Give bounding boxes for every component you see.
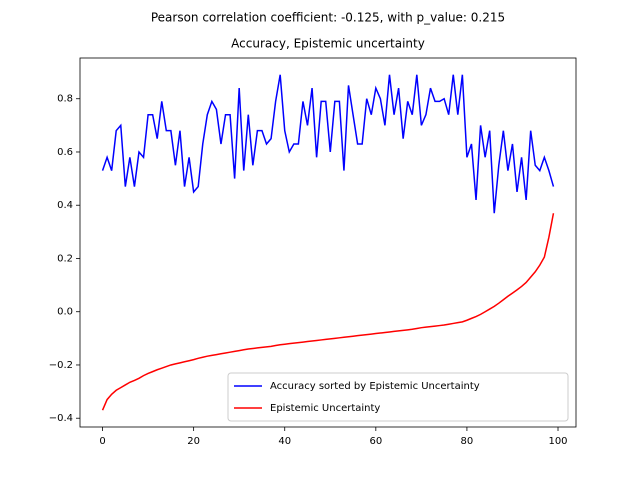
- x-tick-label: 100: [548, 436, 567, 447]
- x-tick-label: 80: [461, 436, 474, 447]
- y-tick-label: 0.8: [57, 94, 73, 105]
- y-tick-label: 0.4: [57, 200, 73, 211]
- y-tick-label: 0.0: [57, 307, 73, 318]
- y-tick-label: −0.4: [49, 413, 73, 424]
- x-tick-label: 60: [369, 436, 382, 447]
- legend-box: [227, 372, 569, 422]
- data-line: [101, 74, 555, 214]
- plot-frame: [79, 57, 577, 428]
- x-tick-label: 20: [187, 436, 200, 447]
- legend-label: Accuracy sorted by Epistemic Uncertainty: [270, 381, 480, 392]
- legend: Accuracy sorted by Epistemic Uncertainty…: [227, 372, 569, 422]
- x-tick-label: 0: [99, 436, 105, 447]
- data-line: [101, 213, 555, 411]
- y-tick-label: −0.2: [49, 360, 73, 371]
- chart-subtitle: Accuracy, Epistemic uncertainty: [231, 37, 425, 51]
- y-tick-label: 0.2: [57, 253, 73, 264]
- x-tick-label: 40: [278, 436, 291, 447]
- y-tick-label: 0.6: [57, 147, 73, 158]
- legend-label: Epistemic Uncertainty: [270, 403, 380, 414]
- chart-title: Pearson correlation coefficient: -0.125,…: [151, 11, 505, 25]
